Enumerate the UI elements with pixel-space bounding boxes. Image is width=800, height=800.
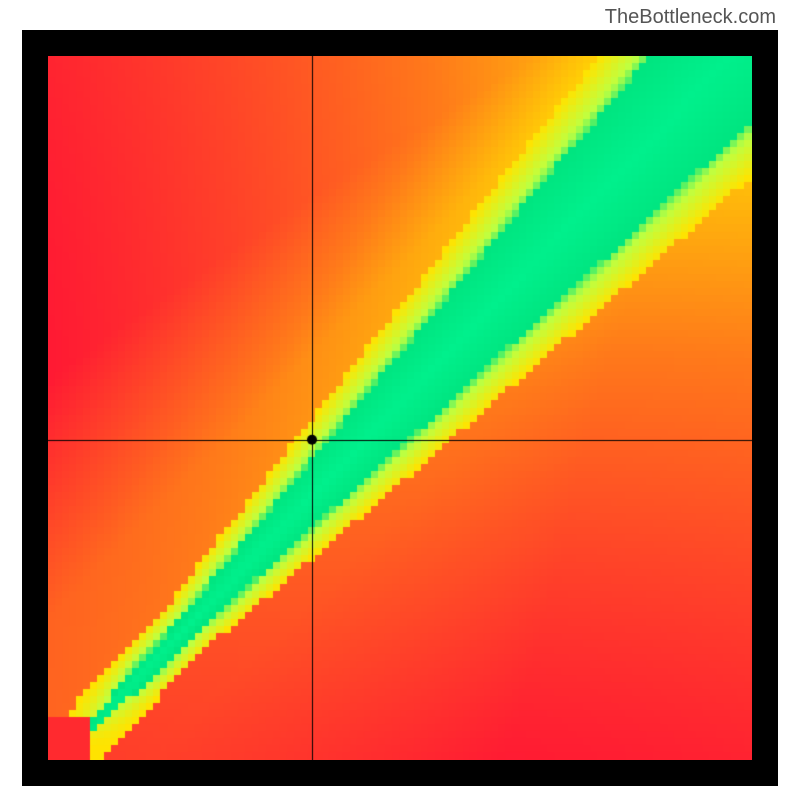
heatmap-canvas [48,56,752,760]
watermark-text: TheBottleneck.com [605,6,776,29]
chart-container: TheBottleneck.com [0,0,800,800]
bottleneck-heatmap [22,30,778,786]
